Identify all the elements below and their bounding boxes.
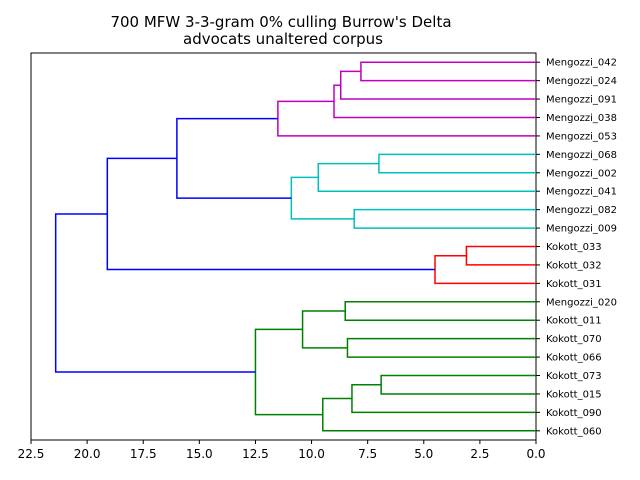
leaf-label: Kokott_070	[546, 334, 602, 345]
dendrogram-link-c2	[317, 162, 536, 192]
leaf-label: Kokott_066	[546, 353, 602, 364]
x-tick-label: 17.5	[130, 447, 157, 461]
leaf-labels: Mengozzi_042 Mengozzi_024 Mengozzi_091 Meng…	[536, 58, 617, 437]
leaf-label: Kokott_031	[546, 279, 602, 290]
leaf-label: Mengozzi_041	[546, 187, 617, 198]
x-tick-label: 2.5	[470, 447, 489, 461]
leaf-label: Kokott_090	[546, 408, 602, 419]
leaf-label: Mengozzi_068	[546, 150, 617, 161]
x-tick-label: 22.5	[18, 447, 45, 461]
leaf-label: Kokott_015	[546, 389, 602, 400]
leaf-label: Mengozzi_053	[546, 131, 617, 142]
dendrogram-link-b1	[176, 117, 292, 199]
dendrogram-link-c1	[378, 153, 536, 174]
leaf-label: Mengozzi_024	[546, 76, 617, 87]
dendrogram-links	[54, 61, 536, 432]
x-tick-label: 12.5	[242, 447, 269, 461]
x-axis-ticks: 22.5 20.0 17.5 15.0 12.5 10.0 7.5 5.0 2.5 0.0	[18, 440, 546, 461]
leaf-label: Mengozzi_038	[546, 113, 617, 124]
leaf-label: Kokott_033	[546, 242, 602, 253]
x-tick-label: 20.0	[74, 447, 101, 461]
dendrogram-link-g2	[346, 337, 536, 358]
leaf-label: Mengozzi_091	[546, 95, 617, 106]
dendrogram-link-g6	[322, 397, 536, 432]
leaf-label: Kokott_060	[546, 426, 602, 437]
leaf-label: Kokott_011	[546, 316, 602, 327]
x-tick-label: 0.0	[526, 447, 545, 461]
dendrogram-link-g3	[301, 310, 348, 349]
leaf-label: Kokott_032	[546, 260, 602, 271]
leaf-label: Mengozzi_009	[546, 224, 617, 235]
leaf-label: Mengozzi_042	[546, 58, 617, 69]
x-tick-label: 5.0	[414, 447, 433, 461]
leaf-label: Mengozzi_082	[546, 205, 617, 216]
dendrogram-link-b3	[54, 213, 256, 373]
chart-title: 700 MFW 3-3-gram 0% culling Burrow's Del…	[110, 13, 451, 31]
dendrogram-link-m4	[277, 100, 536, 137]
x-tick-label: 15.0	[186, 447, 213, 461]
leaf-label: Kokott_073	[546, 371, 602, 382]
leaf-label: Mengozzi_002	[546, 168, 617, 179]
leaf-label: Mengozzi_020	[546, 297, 617, 308]
x-tick-label: 7.5	[358, 447, 377, 461]
dendrogram-link-g5	[351, 383, 536, 414]
x-tick-label: 10.0	[298, 447, 325, 461]
dendrogram-link-c4	[290, 176, 355, 220]
chart-subtitle: advocats unaltered corpus	[183, 30, 383, 48]
